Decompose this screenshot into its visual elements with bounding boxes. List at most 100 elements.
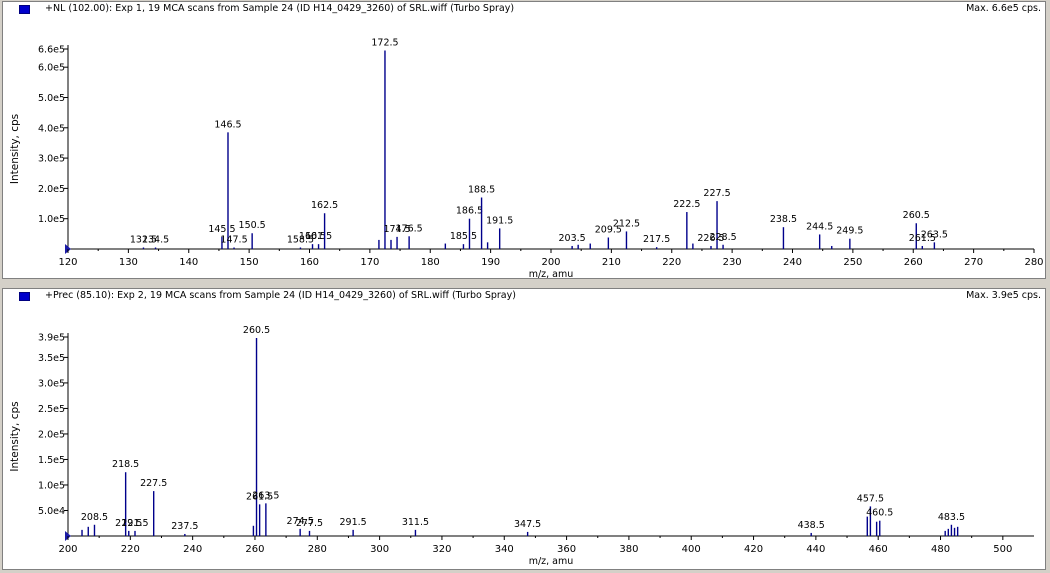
y-tick-label: 1.0e5 [38,480,65,491]
peak-label: 274.5 [287,516,314,527]
x-tick-label: 250 [843,257,862,268]
x-tick-label: 200 [58,544,77,555]
peak-label: 277.5 [296,518,323,529]
peak-label: 226.5 [697,233,724,244]
x-axis-label: m/z, amu [529,556,574,567]
y-tick-label: 6.6e5 [38,45,65,56]
peak-label: 134.5 [142,234,169,245]
peak-label: 244.5 [806,221,833,232]
peak-label: 457.5 [857,493,884,504]
x-tick-label: 320 [432,544,451,555]
peak-label: 209.5 [595,224,622,235]
peak-label: 146.5 [214,119,241,130]
x-tick-label: 170 [360,257,379,268]
peak-label: 147.5 [220,234,247,245]
x-tick-label: 280 [1024,257,1043,268]
peak-label: 260.5 [903,210,930,221]
x-tick-label: 280 [308,544,327,555]
spectrum-icon[interactable] [19,292,30,301]
y-tick-label: 3.0e5 [38,378,65,389]
y-tick-label: 5.0e5 [38,93,65,104]
peak-label: 238.5 [770,214,797,225]
peak-label: 160.5 [299,231,326,242]
peak-label: 228.5 [709,232,736,243]
peak-label: 191.5 [486,215,513,226]
peak-label: 188.5 [468,184,495,195]
spectrum-chart-1[interactable]: 120 130 140 150 160 170 180 190 200 210 220 230 240 2… [3,2,1045,278]
x-tick-label: 380 [619,544,638,555]
peak-label: 221.5 [121,518,148,529]
peak-label: 218.5 [112,459,139,470]
peak-label: 347.5 [514,519,541,530]
x-tick-label: 190 [481,257,500,268]
x-tick-label: 300 [370,544,389,555]
y-tick-label: 2.0e5 [38,184,65,195]
peak-label: 227.5 [140,478,167,489]
peak-label: 132.5 [130,234,157,245]
x-tick-label: 420 [744,544,763,555]
peak-label: 263.5 [252,490,279,501]
x-tick-label: 240 [783,257,802,268]
y-tick-label: 2.5e5 [38,404,65,415]
peak-label: 161.5 [305,231,332,242]
x-tick-label: 260 [904,257,923,268]
peak-label: 217.5 [643,234,670,245]
x-tick-label: 210 [602,257,621,268]
x-tick-label: 160 [300,257,319,268]
x-tick-label: 440 [806,544,825,555]
x-tick-label: 180 [421,257,440,268]
y-tick-label: 3.5e5 [38,353,65,364]
spectrum-chart-2[interactable]: 200 220 240 260 280 300 320 340 360 380 400 420 440 4… [3,289,1045,569]
y-tick-label: 2.0e5 [38,429,65,440]
pane-title: +Prec (85.10): Exp 2, 19 MCA scans from … [45,290,516,301]
peak-label: 203.5 [559,233,586,244]
x-tick-label: 480 [931,544,950,555]
x-tick-label: 460 [869,544,888,555]
x-tick-label: 230 [723,257,742,268]
x-tick-label: 260 [245,544,264,555]
peak-label: 249.5 [836,226,863,237]
x-tick-label: 220 [662,257,681,268]
peak-label: 174.5 [383,224,410,235]
y-axis-label: Intensity, cps [9,401,21,471]
x-tick-label: 240 [183,544,202,555]
x-tick-label: 400 [682,544,701,555]
y-axis-label: Intensity, cps [9,114,21,184]
peak-label: 176.5 [396,223,423,234]
peak-label: 145.5 [208,224,235,235]
peak-label: 261.5 [909,233,936,244]
peak-label: 158.5 [287,234,314,245]
y-tick-label: 1.0e5 [38,214,65,225]
peak-label: 291.5 [340,517,367,528]
max-intensity-label: Max. 6.6e5 cps. [966,3,1041,14]
x-axis-label: m/z, amu [529,269,574,278]
x-tick-label: 130 [119,257,138,268]
peak-label: 208.5 [81,512,108,523]
peak-label: 237.5 [171,521,198,532]
peak-label: 162.5 [311,200,338,211]
x-tick-label: 500 [993,544,1012,555]
spectrum-icon[interactable] [19,5,30,14]
peak-label: 311.5 [402,517,429,528]
y-tick-label: 4.0e5 [38,123,65,134]
peak-label: 227.5 [703,188,730,199]
spectrum-pane-1: +NL (102.00): Exp 1, 19 MCA scans from S… [2,1,1046,279]
y-tick-label: 6.0e5 [38,63,65,74]
y-tick-label: 3.9e5 [38,333,65,344]
spectrum-pane-2: +Prec (85.10): Exp 2, 19 MCA scans from … [2,288,1046,570]
x-tick-label: 200 [541,257,560,268]
peak-label: 186.5 [456,206,483,217]
peak-label: 460.5 [866,508,893,519]
peak-label: 261.5 [246,491,273,502]
x-tick-label: 340 [495,544,514,555]
x-tick-label: 220 [121,544,140,555]
x-tick-label: 120 [58,257,77,268]
y-tick-label: 1.5e5 [38,455,65,466]
peak-label: 222.5 [673,199,700,210]
peak-label: 172.5 [371,38,398,49]
peak-label: 219.5 [115,518,142,529]
peak-label: 150.5 [239,220,266,231]
x-tick-label: 140 [179,257,198,268]
peak-label: 185.5 [450,231,477,242]
y-tick-label: 3.0e5 [38,154,65,165]
